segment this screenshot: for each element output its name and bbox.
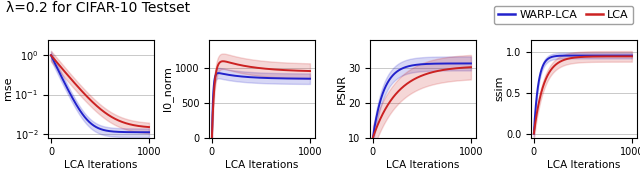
- Y-axis label: ssim: ssim: [495, 76, 504, 101]
- Y-axis label: l0_norm: l0_norm: [163, 66, 173, 111]
- Legend: WARP-LCA, LCA: WARP-LCA, LCA: [493, 6, 633, 24]
- X-axis label: LCA Iterations: LCA Iterations: [386, 160, 460, 170]
- Y-axis label: PSNR: PSNR: [337, 74, 346, 104]
- X-axis label: LCA Iterations: LCA Iterations: [547, 160, 621, 170]
- X-axis label: LCA Iterations: LCA Iterations: [225, 160, 299, 170]
- X-axis label: LCA Iterations: LCA Iterations: [64, 160, 138, 170]
- Text: λ=0.2 for CIFAR-10 Testset: λ=0.2 for CIFAR-10 Testset: [6, 1, 191, 15]
- Y-axis label: mse: mse: [3, 77, 13, 100]
